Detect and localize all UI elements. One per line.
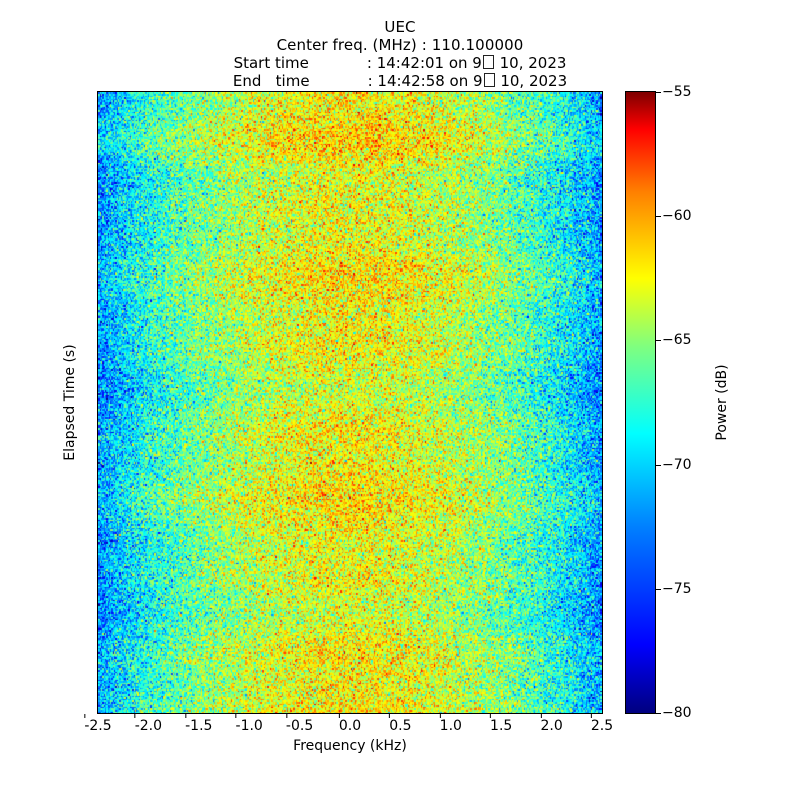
colorbar-tick-mark <box>656 588 661 590</box>
x-axis-tick-label: -1.5 <box>185 714 212 734</box>
x-axis-tick-label: 2.5 <box>590 714 613 734</box>
x-axis-tick-mark <box>134 714 136 718</box>
colorbar-tick-mark <box>656 216 661 218</box>
start-time-label: Start time <box>233 54 309 72</box>
start-time-line: Start time: 14:42:01 on 9 10, 2023 <box>0 54 800 72</box>
x-axis-tick-mark <box>540 714 542 718</box>
x-axis-tick-mark <box>235 714 237 718</box>
colorbar-tick-label: −65 <box>656 332 692 348</box>
colorbar-tick-mark <box>656 92 661 93</box>
missing-glyph-icon <box>482 55 494 69</box>
colorbar-tick-label: −75 <box>656 581 692 597</box>
end-time-separator: : <box>367 72 373 90</box>
end-time-value-pre: 14:42:58 on 9 <box>377 72 483 90</box>
colorbar-tick-label: −70 <box>656 457 692 473</box>
colorbar <box>625 91 656 714</box>
x-axis-tick-label: -2.0 <box>134 714 162 734</box>
y-axis-label: Elapsed Time (s) <box>62 344 78 461</box>
colorbar-tick-label: −55 <box>656 84 692 100</box>
x-axis-tick-label: -1.0 <box>235 714 263 734</box>
colorbar-label: Power (dB) <box>714 364 730 441</box>
colorbar-tick-label: −80 <box>656 705 692 721</box>
center-frequency-line: Center freq. (MHz) : 110.100000 <box>276 36 524 54</box>
x-axis-tick-mark <box>389 714 391 718</box>
x-axis-tick-mark <box>439 714 441 718</box>
spectrogram-image <box>98 92 602 713</box>
x-axis-tick-label: 1.0 <box>439 714 462 734</box>
x-axis-tick-label: 1.5 <box>490 714 512 734</box>
colorbar-tick-label: −60 <box>656 208 692 224</box>
start-time-value-pre: 14:42:01 on 9 <box>376 54 482 72</box>
start-time-separator: : <box>366 54 372 72</box>
colorbar-tick-mark <box>656 340 661 342</box>
end-time-value-post: 10, 2023 <box>495 72 568 90</box>
x-axis-tick-label: 0.0 <box>338 714 361 734</box>
x-axis-tick-label: 2.0 <box>540 714 563 734</box>
end-time-line: End time: 14:42:58 on 9 10, 2023 <box>0 72 800 90</box>
missing-glyph-icon <box>483 73 495 87</box>
spectrogram-plot-area <box>97 91 603 714</box>
colorbar-tick-mark <box>656 464 661 466</box>
x-axis-tick-mark <box>84 714 86 718</box>
figure-title-block: UEC Center freq. (MHz) : 110.100000 Star… <box>0 18 800 90</box>
x-axis-tick-mark <box>590 714 592 718</box>
start-time-value-post: 10, 2023 <box>494 54 567 72</box>
colorbar-tick-mark <box>656 713 661 714</box>
page-title: UEC <box>384 18 416 36</box>
x-axis-label: Frequency (kHz) <box>293 738 407 754</box>
end-time-label: End time <box>232 72 310 90</box>
x-axis-tick-mark <box>490 714 492 718</box>
x-axis-tick-label: -0.5 <box>285 714 313 734</box>
x-axis-tick-mark <box>185 714 187 718</box>
x-axis-tick-mark <box>285 714 287 718</box>
x-axis-tick-label: 0.5 <box>389 714 412 734</box>
x-axis-tick-mark <box>338 714 340 718</box>
x-axis-tick-label: -2.5 <box>84 714 112 734</box>
